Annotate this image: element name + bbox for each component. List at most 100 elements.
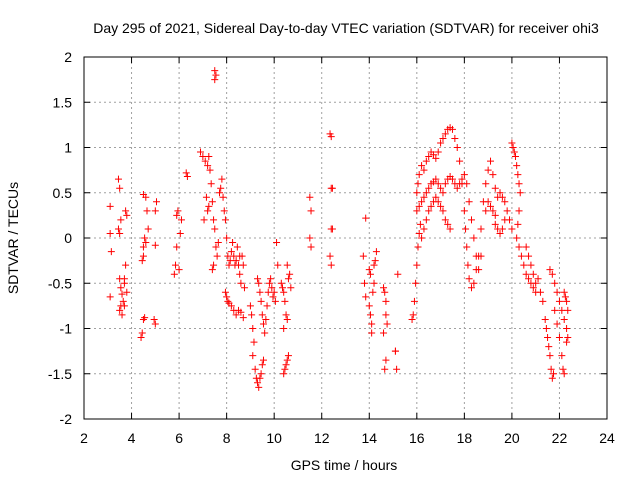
grid-layer bbox=[84, 57, 607, 419]
data-point bbox=[532, 279, 540, 287]
data-point bbox=[498, 193, 506, 201]
data-point bbox=[362, 293, 370, 301]
data-point bbox=[470, 234, 478, 242]
data-point bbox=[116, 184, 124, 192]
data-point bbox=[280, 288, 288, 296]
data-point bbox=[458, 175, 466, 183]
data-point bbox=[227, 248, 235, 256]
data-point bbox=[446, 225, 454, 233]
data-point bbox=[498, 225, 506, 233]
data-point bbox=[248, 311, 256, 319]
data-point bbox=[119, 297, 127, 305]
data-point bbox=[257, 370, 265, 378]
data-point bbox=[239, 314, 247, 322]
data-point bbox=[548, 270, 556, 278]
data-point bbox=[369, 288, 377, 296]
data-point bbox=[383, 320, 391, 328]
x-tick-label: 2 bbox=[80, 430, 88, 446]
data-point bbox=[425, 184, 433, 192]
data-point bbox=[382, 356, 390, 364]
data-point bbox=[361, 279, 369, 287]
data-point bbox=[415, 171, 423, 179]
y-tick-label: -1.5 bbox=[48, 366, 72, 382]
data-point bbox=[286, 270, 294, 278]
data-point bbox=[434, 180, 442, 188]
data-point bbox=[368, 329, 376, 337]
data-point bbox=[410, 297, 418, 305]
data-point bbox=[283, 315, 291, 323]
data-point bbox=[560, 288, 568, 296]
data-point bbox=[370, 279, 378, 287]
axes-layer: 2 4 6 8 10 12 14 16 18 20 22 24-2-1.5-1-0.500.511.5… bbox=[48, 49, 615, 446]
data-point bbox=[123, 288, 131, 296]
data-point bbox=[422, 216, 430, 224]
data-point bbox=[327, 184, 335, 192]
data-point bbox=[460, 171, 468, 179]
data-point bbox=[380, 329, 388, 337]
data-point bbox=[418, 198, 426, 206]
data-point bbox=[513, 162, 521, 170]
data-point bbox=[515, 243, 523, 251]
data-point bbox=[517, 252, 525, 260]
data-point bbox=[254, 275, 262, 283]
x-tick-label: 12 bbox=[314, 430, 330, 446]
data-point bbox=[491, 220, 499, 228]
data-point bbox=[564, 334, 572, 342]
data-point bbox=[176, 229, 184, 237]
data-point bbox=[463, 243, 471, 251]
data-point bbox=[114, 225, 122, 233]
y-tick-label: 0.5 bbox=[53, 185, 73, 201]
data-point bbox=[561, 293, 569, 301]
data-point bbox=[106, 202, 114, 210]
data-point bbox=[106, 293, 114, 301]
data-point bbox=[327, 261, 335, 269]
data-point bbox=[560, 315, 568, 323]
data-point bbox=[366, 270, 374, 278]
data-point bbox=[542, 325, 550, 332]
data-point bbox=[138, 257, 146, 265]
data-point bbox=[233, 243, 241, 251]
data-point bbox=[555, 334, 563, 342]
x-tick-label: 4 bbox=[128, 430, 136, 446]
data-point bbox=[551, 279, 559, 287]
data-point bbox=[249, 352, 257, 360]
data-point bbox=[280, 370, 288, 378]
data-point bbox=[539, 297, 547, 305]
x-axis-title: GPS time / hours bbox=[291, 457, 398, 473]
y-tick-label: 0 bbox=[64, 230, 72, 246]
data-point bbox=[422, 189, 430, 197]
data-point bbox=[439, 134, 447, 142]
data-point bbox=[487, 157, 495, 165]
data-point bbox=[515, 180, 523, 188]
data-point bbox=[496, 189, 504, 197]
data-point bbox=[527, 261, 535, 269]
data-point bbox=[508, 139, 516, 147]
data-point bbox=[221, 288, 229, 296]
data-point bbox=[437, 139, 445, 147]
data-point bbox=[534, 275, 542, 283]
data-point bbox=[117, 284, 125, 292]
data-point bbox=[546, 266, 554, 274]
data-point bbox=[365, 266, 373, 274]
data-point bbox=[139, 315, 147, 323]
data-point bbox=[263, 302, 271, 310]
data-point bbox=[546, 352, 554, 360]
data-point bbox=[274, 261, 282, 269]
data-point bbox=[453, 144, 461, 151]
data-point bbox=[425, 153, 433, 161]
data-point bbox=[382, 297, 390, 305]
x-tick-label: 20 bbox=[504, 430, 520, 446]
data-point bbox=[418, 234, 426, 242]
data-point bbox=[368, 320, 376, 328]
data-point bbox=[182, 169, 190, 177]
data-point bbox=[372, 248, 380, 256]
data-point bbox=[201, 157, 209, 165]
data-point bbox=[544, 334, 552, 342]
data-point bbox=[220, 207, 228, 215]
data-point bbox=[415, 202, 423, 210]
data-point bbox=[477, 252, 485, 260]
data-point bbox=[283, 261, 291, 269]
data-point bbox=[501, 216, 509, 224]
data-point bbox=[211, 225, 219, 233]
data-point bbox=[218, 175, 226, 183]
